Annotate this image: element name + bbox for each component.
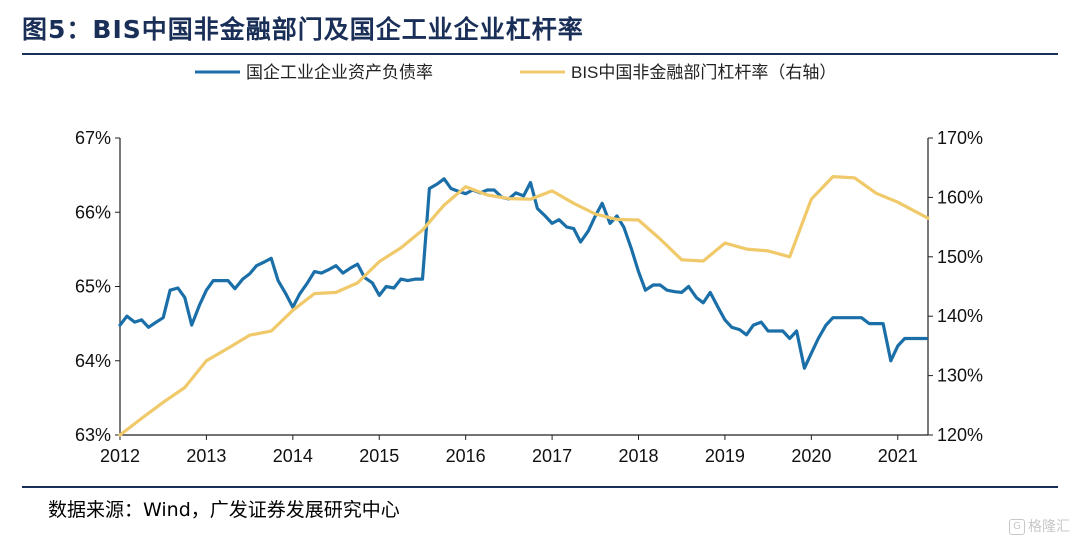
y-left-tick-label: 67% [75,128,111,148]
title-rule [22,53,1058,55]
legend-label-right: BIS中国非金融部门杠杆率（右轴） [571,63,836,82]
x-tick-label: 2012 [100,446,140,466]
x-tick-label: 2021 [878,446,918,466]
x-tick-label: 2016 [446,446,486,466]
chart-title: 图5：BIS中国非金融部门及国企工业企业杠杆率 [22,15,584,44]
y-left-tick-label: 66% [75,202,111,222]
y-right-tick-label: 150% [937,247,983,267]
dual-axis-line-chart: 国企工业企业资产负债率 BIS中国非金融部门杠杆率（右轴） 63%64%65%6… [75,63,983,466]
watermark-logo-icon: G [1009,519,1025,535]
axes: 63% 64% 65% 66% 67% 120% 130% 140% 150% 160% 170% 2… [75,128,983,466]
y-right-tick-label: 160% [937,187,983,207]
y-left-tick-label: 65% [75,277,111,297]
y-right-tick-label: 140% [937,306,983,326]
x-tick-label: 2014 [273,446,313,466]
legend: 国企工业企业资产负债率 BIS中国非金融部门杠杆率（右轴） [195,63,836,82]
x-tick-label: 2020 [791,446,831,466]
x-tick-label: 2018 [618,446,658,466]
watermark-text: 格隆汇 [1028,519,1070,535]
source-rule [22,486,1058,488]
x-tick-label: 2013 [186,446,226,466]
y-right-tick-label: 170% [937,128,983,148]
watermark: G 格隆汇 [1009,516,1070,536]
y-right-tick-label: 120% [937,425,983,445]
y-left-tick-label: 63% [75,425,111,445]
y-left-tick-label: 64% [75,351,111,371]
series [118,174,930,437]
y-right-tick-label: 130% [937,366,983,386]
legend-label-left: 国企工业企业资产负债率 [246,63,433,82]
source-note: 数据来源：Wind，广发证券发展研究中心 [48,499,400,521]
x-tick-label: 2017 [532,446,572,466]
x-tick-label: 2019 [705,446,745,466]
x-tick-label: 2015 [359,446,399,466]
series-line-soe-debt-ratio [118,177,928,370]
series-line-bis-leverage [118,174,930,437]
